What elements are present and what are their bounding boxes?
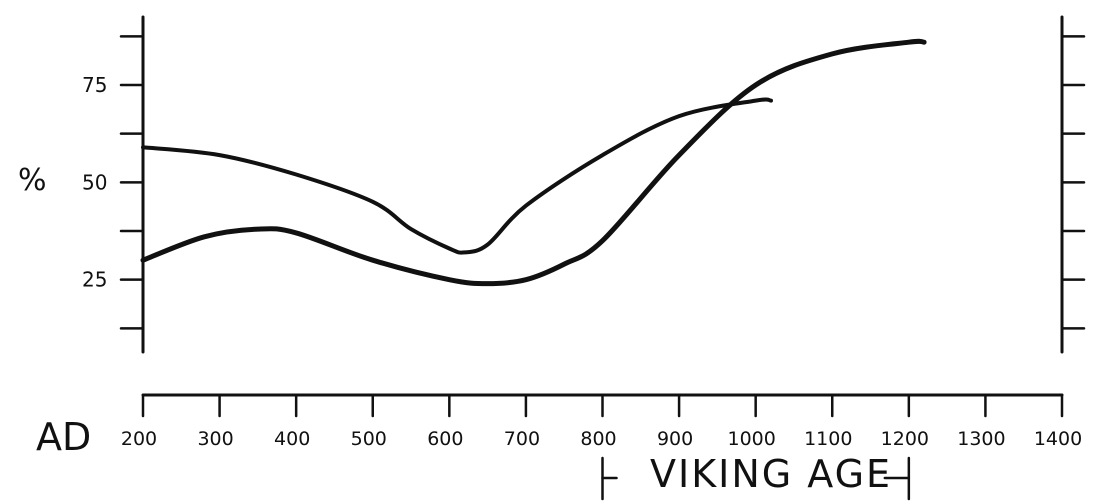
x-tick-label: 300: [197, 428, 233, 450]
x-tick-label: 1200: [881, 428, 929, 450]
x-tick-label: 900: [657, 428, 693, 450]
y-axis-unit-label: %: [18, 163, 47, 198]
labels-layer: % AD 25 50 75 200 300 400 500 600 700 800 900 1000 1…: [18, 73, 1082, 459]
y-tick-label: 75: [82, 73, 107, 97]
x-tick-label: 1300: [957, 428, 1005, 450]
y-tick-label: 50: [82, 170, 107, 194]
axes-group: [141, 15, 1064, 397]
x-tick-label: 1100: [804, 428, 852, 450]
series-line-1: [141, 97, 773, 255]
x-tick-label: 600: [427, 428, 463, 450]
x-tick-label: 1000: [727, 428, 775, 450]
ticks-layer: [119, 35, 1086, 418]
x-tick-label: 800: [580, 428, 616, 450]
series-layer: [140, 38, 927, 287]
viking-age-label: VIKING AGE: [650, 452, 892, 496]
x-tick-label: 700: [504, 428, 540, 450]
y-tick-label: 25: [82, 268, 107, 292]
x-axis-prefix-label: AD: [36, 415, 91, 459]
x-tick-label: 200: [121, 428, 157, 450]
x-tick-label: 500: [351, 428, 387, 450]
x-tick-label: 400: [274, 428, 310, 450]
x-tick-label: 1400: [1034, 428, 1082, 450]
series-line-2: [140, 38, 927, 287]
viking-age-annotation: VIKING AGE: [601, 452, 911, 501]
